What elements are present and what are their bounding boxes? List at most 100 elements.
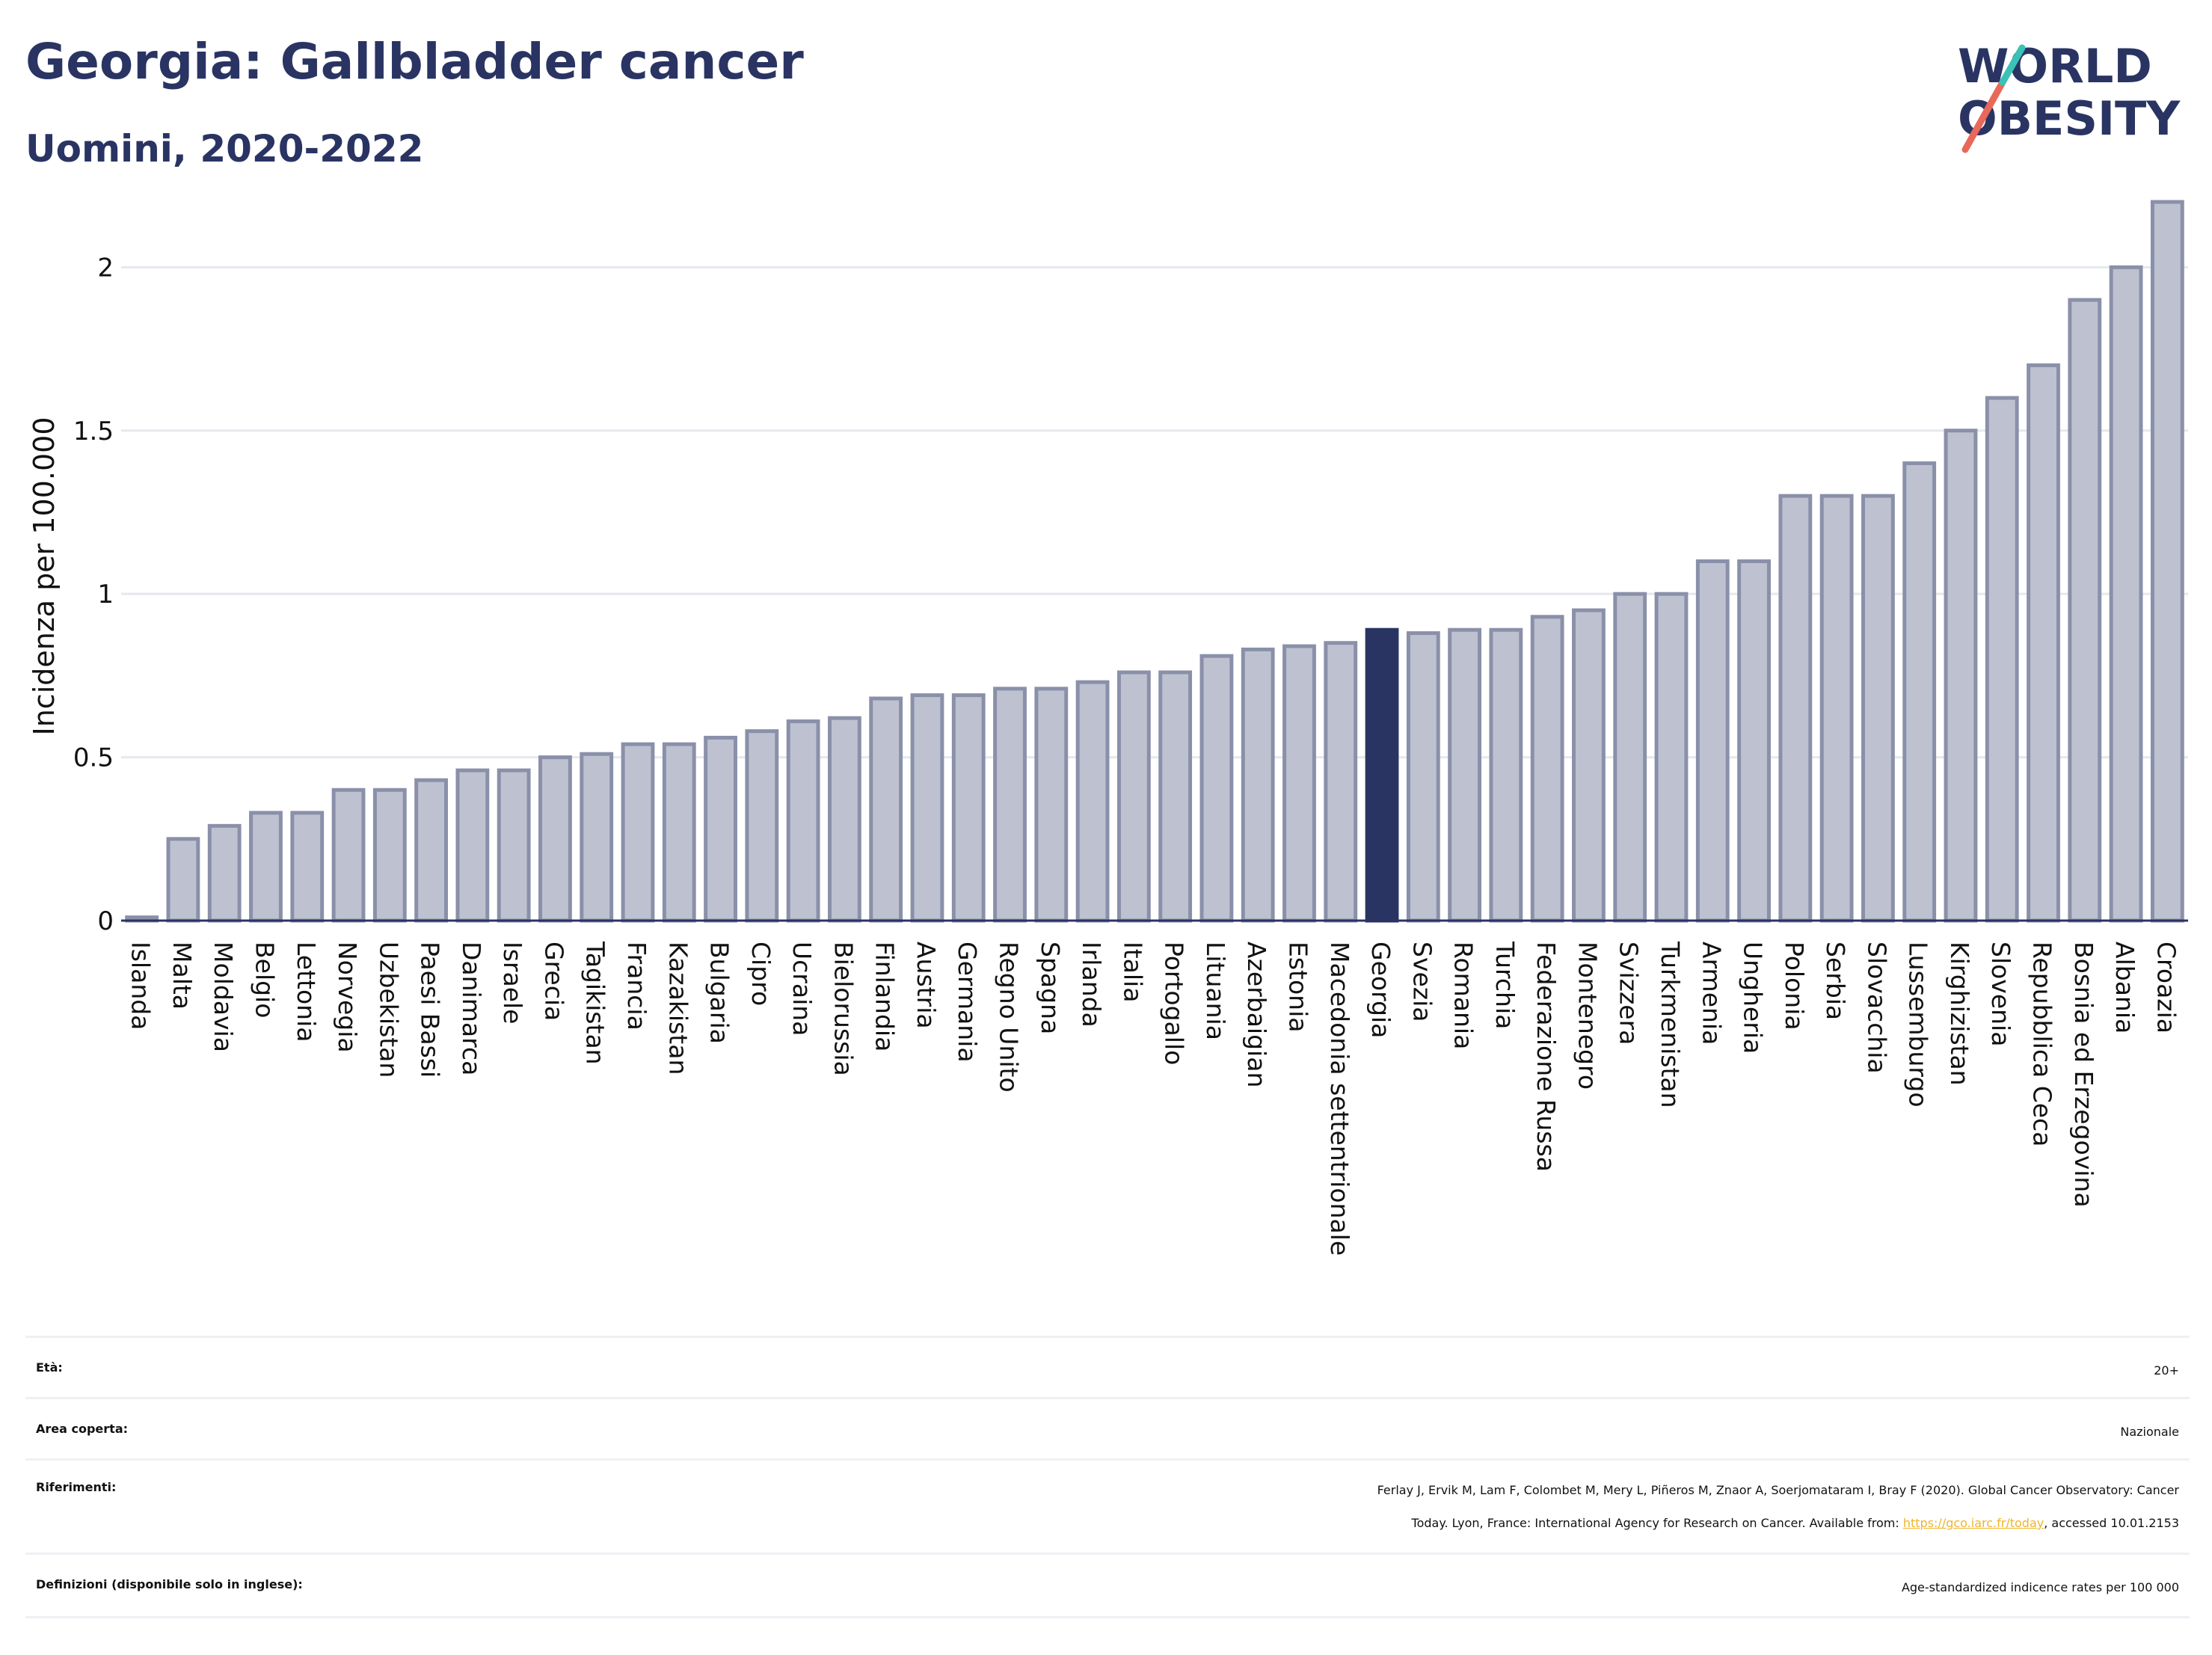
bar-paesi-bassi[interactable]: [414, 778, 449, 923]
x-tick-label: Cipro: [746, 942, 775, 1006]
bar-svezia[interactable]: [1406, 631, 1440, 923]
bar-israele[interactable]: [497, 768, 531, 923]
bar-moldavia[interactable]: [207, 823, 242, 923]
bar-finlandia[interactable]: [869, 696, 903, 923]
logo-line1: WORLD: [1958, 39, 2152, 93]
bar-turkmenistan[interactable]: [1654, 592, 1689, 923]
x-tick-label: Slovenia: [1986, 942, 2015, 1046]
bar-chart: 0 0.5 1 1.5 2 Islanda Malta Moldavia Belgio Lett…: [28, 200, 2188, 1256]
x-tick-label: Bulgaria: [705, 942, 734, 1044]
x-tick-label: Tagikistan: [581, 941, 610, 1065]
x-tick-label: Lussemburgo: [1904, 942, 1933, 1108]
x-tick-label: Montenegro: [1573, 942, 1602, 1090]
bar-repubblica-ceca[interactable]: [2027, 363, 2060, 923]
bar-bielorussia[interactable]: [827, 716, 861, 923]
x-tick-label: Malta: [168, 942, 197, 1010]
x-tick-label: Paesi Bassi: [416, 942, 445, 1078]
bar-bulgaria[interactable]: [704, 735, 737, 923]
bar-uzbekistan[interactable]: [372, 787, 407, 923]
meta-row-age: Età: 20+: [25, 1336, 2190, 1399]
bar-albania[interactable]: [2109, 265, 2143, 923]
bar-estonia[interactable]: [1282, 644, 1316, 923]
bar-germania[interactable]: [951, 693, 986, 923]
meta-label: Area coperta:: [36, 1422, 129, 1436]
x-tick-label: Turkmenistan: [1656, 941, 1685, 1108]
bar-lituania[interactable]: [1199, 654, 1234, 923]
x-tick-label: Kazakistan: [663, 942, 692, 1075]
bar-federazione-russa[interactable]: [1530, 615, 1564, 923]
chart-subtitle: Uomini, 2020-2022: [25, 127, 424, 171]
bar-grecia[interactable]: [538, 755, 572, 923]
bar-svizzera[interactable]: [1613, 592, 1647, 923]
bar-portogallo[interactable]: [1158, 670, 1193, 923]
x-tick-label: Belgio: [250, 942, 279, 1018]
bar-slovacchia[interactable]: [1861, 494, 1895, 923]
x-tick-label: Svizzera: [1615, 942, 1644, 1045]
bar-montenegro[interactable]: [1572, 608, 1606, 923]
bar-polonia[interactable]: [1778, 494, 1813, 923]
bar-macedonia-settentrionale[interactable]: [1324, 641, 1358, 923]
bar-regno-unito[interactable]: [993, 687, 1027, 923]
bar-austria[interactable]: [910, 693, 944, 923]
bar-croazia[interactable]: [2150, 200, 2184, 923]
meta-label: Riferimenti:: [36, 1480, 117, 1494]
bar-tagikistan[interactable]: [580, 752, 614, 923]
x-tick-label: Repubblica Ceca: [2028, 942, 2057, 1146]
bar-georgia[interactable]: [1365, 627, 1399, 923]
x-tick-label: Grecia: [539, 942, 568, 1021]
bar-francia[interactable]: [621, 742, 655, 923]
x-tick-label: Romania: [1449, 942, 1478, 1049]
bar-lussemburgo[interactable]: [1902, 461, 1937, 923]
bar-ungheria[interactable]: [1737, 559, 1771, 923]
x-tick-label: Federazione Russa: [1531, 942, 1561, 1172]
logo-slash-red: [1961, 79, 2006, 153]
meta-label: Età:: [36, 1360, 63, 1375]
x-tick-label: Danimarca: [457, 942, 486, 1075]
world-obesity-logo[interactable]: WORLD OBESITY: [1944, 30, 2199, 157]
x-tick-label: Germania: [953, 942, 982, 1063]
x-tick-label: Polonia: [1780, 942, 1809, 1031]
meta-value: Ferlay J, Ervik M, Lam F, Colombet M, Me…: [1377, 1474, 2179, 1540]
bar-armenia[interactable]: [1695, 559, 1730, 923]
bar-turchia[interactable]: [1489, 627, 1523, 923]
x-tick-labels: Islanda Malta Moldavia Belgio Lettonia Norveg…: [126, 941, 2181, 1256]
bar-norvegia[interactable]: [331, 787, 366, 923]
reference-line1: Ferlay J, Ervik M, Lam F, Colombet M, Me…: [1377, 1483, 2179, 1497]
bar-romania[interactable]: [1448, 627, 1482, 923]
bar-bosnia-ed-erzegovina[interactable]: [2068, 298, 2102, 923]
bar-spagna[interactable]: [1034, 687, 1069, 923]
bar-lettonia[interactable]: [290, 811, 325, 923]
x-tick-label: Moldavia: [209, 942, 238, 1052]
reference-text: Today. Lyon, France: International Agenc…: [1411, 1516, 1903, 1530]
x-tick-label: Slovacchia: [1862, 942, 1891, 1074]
x-tick-label: Macedonia settentrionale: [1325, 942, 1354, 1256]
x-tick-label: Finlandia: [870, 942, 900, 1051]
bar-azerbaigian[interactable]: [1241, 647, 1275, 923]
bar-ucraina[interactable]: [786, 719, 820, 923]
bar-kazakistan[interactable]: [662, 742, 696, 923]
bar-italia[interactable]: [1116, 670, 1151, 923]
x-tick-label: Spagna: [1036, 942, 1065, 1034]
meta-row-references: Riferimenti: Ferlay J, Ervik M, Lam F, C…: [25, 1458, 2190, 1555]
bar-cipro[interactable]: [745, 729, 779, 923]
x-tick-label: Lettonia: [292, 942, 321, 1042]
bar-kirghizistan[interactable]: [1944, 429, 1978, 923]
reference-link[interactable]: https://gco.iarc.fr/today: [1902, 1516, 2044, 1530]
x-tick-label: Lituania: [1201, 942, 1230, 1040]
chart-title: Georgia: Gallbladder cancer: [25, 33, 804, 90]
reference-text-end: , accessed 10.01.2153: [2044, 1516, 2179, 1530]
bar-danimarca[interactable]: [455, 768, 490, 923]
bar-belgio[interactable]: [249, 811, 283, 923]
x-tick-label: Portogallo: [1160, 942, 1189, 1065]
x-tick-label: Italia: [1118, 942, 1147, 1002]
x-tick-label: Albania: [2110, 942, 2139, 1034]
meta-value: 20+: [2154, 1363, 2179, 1378]
bar-irlanda[interactable]: [1075, 680, 1110, 923]
meta-label: Definizioni (disponibile solo in inglese…: [36, 1577, 303, 1591]
bar-serbia[interactable]: [1819, 494, 1854, 923]
x-tick-label: Serbia: [1821, 942, 1850, 1020]
y-tick-label: 1.5: [73, 417, 114, 446]
x-tick-label: Israele: [498, 942, 527, 1025]
bar-slovenia[interactable]: [1985, 396, 2019, 923]
bar-malta[interactable]: [166, 837, 200, 923]
